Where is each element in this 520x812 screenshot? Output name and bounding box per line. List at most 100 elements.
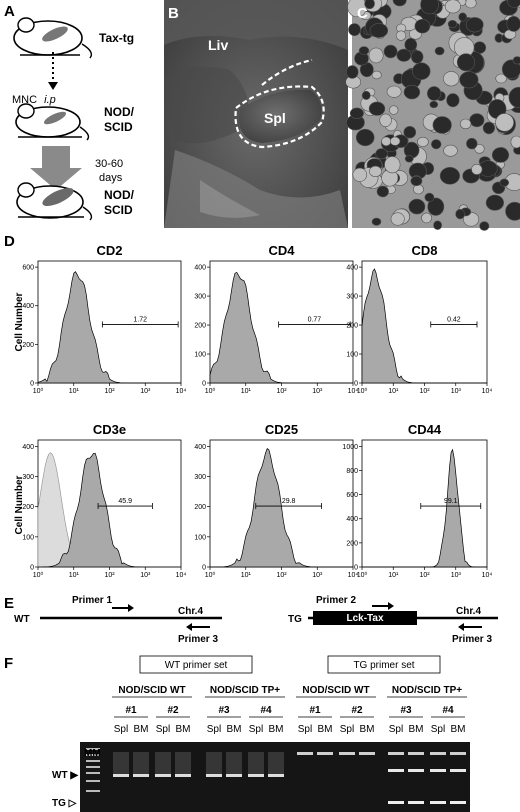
marker-band xyxy=(86,772,100,774)
cell xyxy=(465,17,484,33)
primer-smear xyxy=(268,752,284,776)
cell xyxy=(404,37,418,52)
cell xyxy=(427,86,442,101)
marker-lane-label: MM xyxy=(84,748,101,759)
cell xyxy=(364,0,375,10)
cell xyxy=(403,125,417,139)
final-label-2: SCID xyxy=(104,203,133,217)
mouse-id-label: #3 xyxy=(218,705,230,716)
primer-smear xyxy=(226,752,242,776)
gate-percentage: 29.8 xyxy=(282,498,296,505)
tg-band xyxy=(408,801,424,804)
y-tick-label: 0 xyxy=(30,565,34,572)
cell xyxy=(375,148,388,160)
y-tick-label: 300 xyxy=(22,474,34,481)
mouse-id-label: #2 xyxy=(351,705,363,716)
nonspecific-band xyxy=(317,752,333,755)
gate-percentage: 0.77 xyxy=(308,316,322,323)
x-tick-label: 10² xyxy=(104,572,115,579)
cell xyxy=(429,100,439,109)
marker-band xyxy=(86,790,100,792)
panel-a: A Tax-tg MNC i.p NOD/ SCID 30-60 xyxy=(4,3,135,221)
histogram-peak xyxy=(37,271,181,384)
cell xyxy=(386,85,402,98)
final-label-1: NOD/ xyxy=(104,188,135,202)
cell xyxy=(512,56,520,65)
x-tick-label: 10⁰ xyxy=(205,571,216,579)
lane-label: Spl xyxy=(340,724,354,735)
tg-primer-set-box xyxy=(327,655,441,674)
nonspecific-band xyxy=(297,752,313,755)
lane-label: Spl xyxy=(389,724,403,735)
marker-band xyxy=(86,748,100,750)
cell xyxy=(443,144,458,157)
x-tick-label: 10⁰ xyxy=(357,571,368,579)
panel-e: E WT Primer 1 Chr.4 Primer 3 TG Lck-Tax … xyxy=(4,595,498,645)
spleen-region xyxy=(239,89,322,143)
y-tick-label: 100 xyxy=(346,352,358,359)
lane-label: BM xyxy=(409,724,424,735)
cell xyxy=(371,217,382,226)
mouse-id-label: #1 xyxy=(309,705,321,716)
cell xyxy=(390,212,405,226)
primer-smear xyxy=(175,752,191,776)
x-tick-label: 10² xyxy=(276,572,287,579)
cell xyxy=(421,212,432,224)
cell xyxy=(465,0,477,9)
wt-band xyxy=(113,774,129,777)
y-tick-label: 300 xyxy=(194,294,206,301)
cell xyxy=(495,73,508,84)
duration-label-2: days xyxy=(99,172,123,184)
y-tick-label: 100 xyxy=(22,534,34,541)
histogram-peak xyxy=(210,448,353,568)
y-tick-label: 600 xyxy=(346,492,358,499)
wt-primer-set-box xyxy=(139,655,253,674)
x-tick-label: 10³ xyxy=(451,388,462,395)
cell xyxy=(443,71,460,87)
y-tick-label: 300 xyxy=(194,474,206,481)
lane-label: Spl xyxy=(298,724,312,735)
cell xyxy=(485,194,505,211)
x-tick-label: 10⁰ xyxy=(33,571,44,579)
cell xyxy=(369,23,389,38)
cell xyxy=(369,165,382,177)
cell xyxy=(434,46,445,56)
mouse-id-label: #1 xyxy=(125,705,137,716)
y-tick-label: 0 xyxy=(30,381,34,388)
y-tick-label: 400 xyxy=(346,516,358,523)
tg-chr-label: Chr.4 xyxy=(456,606,481,617)
duration-label-1: 30-60 xyxy=(95,158,123,170)
x-tick-label: 10¹ xyxy=(241,388,252,395)
wt-band-label: WT ▶ xyxy=(52,770,79,781)
tg-locus-label: TG xyxy=(288,614,302,625)
lane-label: BM xyxy=(451,724,466,735)
cell xyxy=(455,209,465,220)
x-tick-label: 10⁴ xyxy=(176,572,187,579)
cell xyxy=(410,175,423,187)
primer-smear xyxy=(206,752,222,776)
nonspecific-band xyxy=(408,752,424,755)
x-tick-label: 10⁴ xyxy=(348,572,359,579)
cell xyxy=(495,113,515,132)
sample-group-label: NOD/SCID TP+ xyxy=(392,685,462,696)
y-tick-label: 400 xyxy=(22,303,34,310)
y-tick-label: 1000 xyxy=(342,444,358,451)
cell xyxy=(358,46,370,55)
wt-band xyxy=(226,774,242,777)
nonspecific-band xyxy=(339,752,355,755)
wt-primer-set-label: WT primer set xyxy=(165,660,228,671)
donor-mouse-icon xyxy=(13,17,93,59)
y-tick-label: 400 xyxy=(22,444,34,451)
cell xyxy=(469,113,485,128)
mouse-id-label: #4 xyxy=(260,705,272,716)
cell xyxy=(392,0,407,7)
cell xyxy=(389,105,399,115)
x-tick-label: 10¹ xyxy=(69,388,80,395)
sample-group-label: NOD/SCID TP+ xyxy=(210,685,280,696)
marker-band xyxy=(86,780,100,782)
liver-region xyxy=(164,66,248,144)
sample-group-label: NOD/SCID WT xyxy=(118,685,185,696)
spleen-outline xyxy=(234,85,325,149)
